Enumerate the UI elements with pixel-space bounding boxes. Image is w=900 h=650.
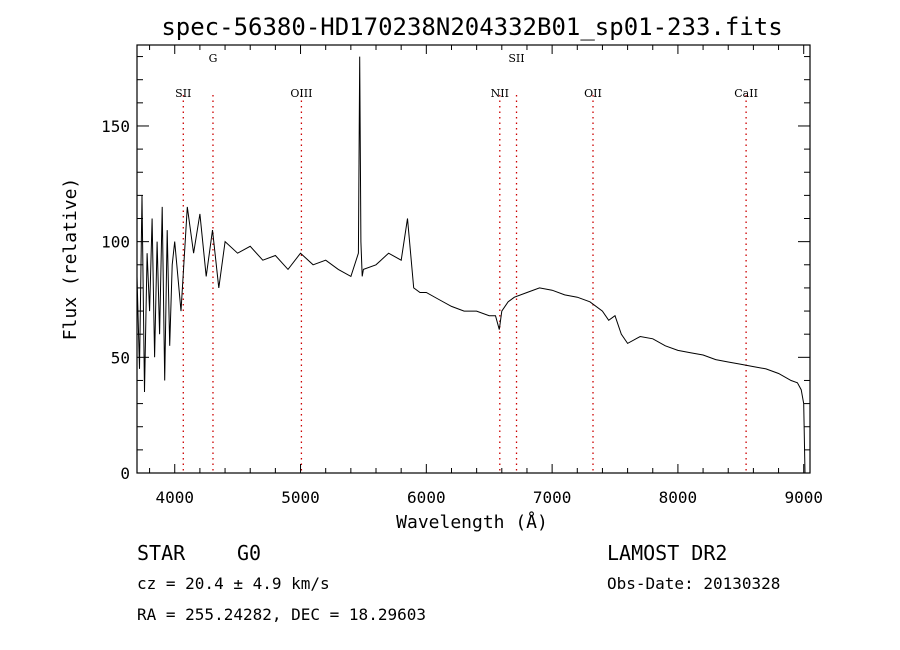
x-tick-label: 6000 bbox=[407, 488, 446, 507]
spectral-line-label: SII bbox=[508, 52, 524, 65]
redshift-velocity: cz = 20.4 ± 4.9 km/s bbox=[137, 574, 330, 593]
spectral-line-label: OIII bbox=[290, 87, 312, 100]
spectral-line-markers: SII G OIII NII SII OII CaII bbox=[175, 52, 758, 473]
axes-ticks: 4000 5000 6000 7000 8000 9000 0 50 100 150 bbox=[101, 45, 823, 507]
spectral-line-label: SII bbox=[175, 87, 191, 100]
spectral-line-label: NII bbox=[491, 87, 509, 100]
x-axis-label: Wavelength (Å) bbox=[396, 511, 548, 533]
y-axis-label: Flux (relative) bbox=[60, 178, 81, 341]
spectral-line-label: OII bbox=[584, 87, 602, 100]
chart-title: spec-56380-HD170238N204332B01_sp01-233.f… bbox=[161, 13, 782, 41]
plot-frame bbox=[136, 44, 811, 474]
y-tick-label: 50 bbox=[111, 348, 130, 367]
spectral-line-label: G bbox=[209, 52, 218, 65]
y-tick-label: 100 bbox=[101, 233, 130, 252]
x-tick-label: 8000 bbox=[659, 488, 698, 507]
subclass: G0 bbox=[237, 541, 261, 565]
spectrum-series bbox=[136, 56, 806, 474]
spectrum-line bbox=[136, 56, 806, 474]
object-class: STAR bbox=[137, 541, 186, 565]
y-tick-label: 0 bbox=[120, 464, 130, 483]
x-tick-label: 4000 bbox=[155, 488, 194, 507]
observation-date: Obs-Date: 20130328 bbox=[607, 574, 780, 593]
x-tick-label: 5000 bbox=[281, 488, 320, 507]
coordinates: RA = 255.24282, DEC = 18.29603 bbox=[137, 605, 426, 624]
survey-name: LAMOST DR2 bbox=[607, 541, 727, 565]
spectral-line-label: CaII bbox=[734, 87, 758, 100]
x-tick-label: 7000 bbox=[533, 488, 572, 507]
y-tick-label: 150 bbox=[101, 117, 130, 136]
x-tick-label: 9000 bbox=[784, 488, 823, 507]
